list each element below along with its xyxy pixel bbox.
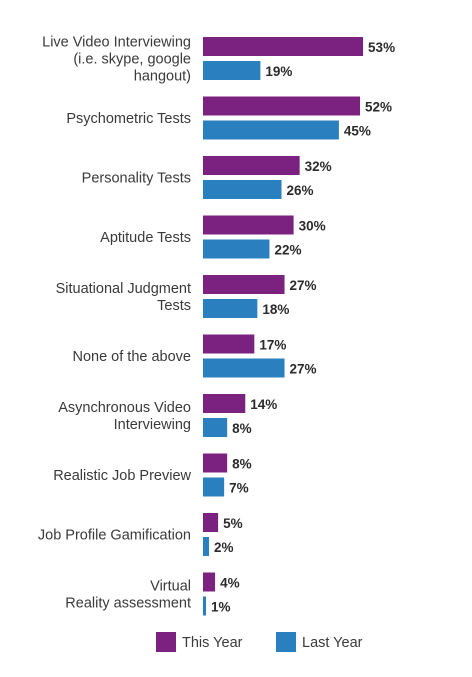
value-label-last-year: 18% — [262, 302, 289, 317]
category-group: 32% 26% Personality Tests — [82, 156, 332, 199]
bar-last-year — [203, 239, 270, 259]
value-label-last-year: 8% — [232, 421, 252, 436]
category-label: Reality assessment — [65, 596, 191, 612]
value-label-this-year: 27% — [290, 278, 317, 293]
bar-this-year — [203, 275, 285, 294]
bar-this-year — [203, 513, 219, 532]
value-label-last-year: 7% — [229, 481, 249, 496]
value-label-this-year: 53% — [368, 40, 395, 55]
value-label-last-year: 26% — [287, 183, 314, 198]
legend-swatch-this-year — [156, 632, 176, 652]
category-label: (i.e. skype, google — [73, 52, 191, 68]
bar-this-year — [203, 453, 228, 473]
value-label-last-year: 22% — [274, 243, 301, 258]
category-label: Interviewing — [114, 417, 191, 433]
value-label-this-year: 4% — [220, 576, 240, 591]
category-group: 5% 2% Job Profile Gamification — [38, 513, 243, 556]
bar-this-year — [203, 156, 300, 175]
legend-label-this-year: This Year — [182, 635, 243, 651]
value-label-this-year: 8% — [232, 457, 252, 472]
value-label-this-year: 32% — [305, 159, 332, 174]
category-label: Personality Tests — [82, 171, 191, 187]
category-label: Job Profile Gamification — [38, 528, 191, 544]
category-label: Aptitude Tests — [100, 230, 191, 246]
category-label: None of the above — [72, 349, 191, 365]
value-label-this-year: 52% — [365, 100, 392, 115]
category-group: 30% 22% Aptitude Tests — [100, 215, 326, 259]
category-label: Tests — [157, 298, 191, 314]
category-group: 8% 7% Realistic Job Preview — [53, 453, 252, 497]
bar-this-year — [203, 572, 216, 592]
value-label-last-year: 45% — [344, 124, 371, 139]
bar-this-year — [203, 37, 364, 56]
bar-this-year — [203, 334, 255, 354]
category-group: 17% 27% None of the above — [72, 334, 317, 378]
legend-swatch-last-year — [276, 632, 296, 652]
legend-label-last-year: Last Year — [302, 635, 363, 651]
value-label-last-year: 1% — [211, 600, 231, 615]
bar-last-year — [203, 299, 258, 318]
bar-this-year — [203, 215, 294, 235]
bar-last-year — [203, 537, 210, 556]
bar-last-year — [203, 180, 282, 199]
value-label-this-year: 5% — [223, 516, 243, 531]
category-label: Situational Judgment — [56, 281, 191, 297]
category-label: hangout) — [134, 69, 191, 85]
bar-last-year — [203, 596, 207, 616]
bar-this-year — [203, 394, 246, 413]
category-label: Psychometric Tests — [66, 111, 191, 127]
value-label-this-year: 17% — [259, 338, 286, 353]
bar-last-year — [203, 418, 228, 437]
bar-last-year — [203, 61, 261, 80]
category-group: 53% 19% Live Video Interviewing(i.e. skype… — [42, 35, 395, 85]
category-label: Virtual — [150, 579, 191, 595]
category-group: 52% 45% Psychometric Tests — [66, 96, 392, 140]
category-label: Asynchronous Video — [58, 400, 191, 416]
bar-last-year — [203, 477, 225, 497]
value-label-this-year: 30% — [299, 219, 326, 234]
bar-this-year — [203, 96, 361, 116]
value-label-last-year: 19% — [265, 64, 292, 79]
bar-last-year — [203, 120, 339, 140]
value-label-this-year: 14% — [250, 397, 277, 412]
value-label-last-year: 27% — [290, 362, 317, 377]
category-label: Realistic Job Preview — [53, 468, 191, 484]
bar-last-year — [203, 358, 285, 378]
legend: This Year Last Year — [156, 632, 363, 652]
category-label: Live Video Interviewing — [42, 35, 191, 51]
value-label-last-year: 2% — [214, 540, 234, 555]
bars-layer: 53% 19% Live Video Interviewing(i.e. skype… — [38, 35, 395, 616]
